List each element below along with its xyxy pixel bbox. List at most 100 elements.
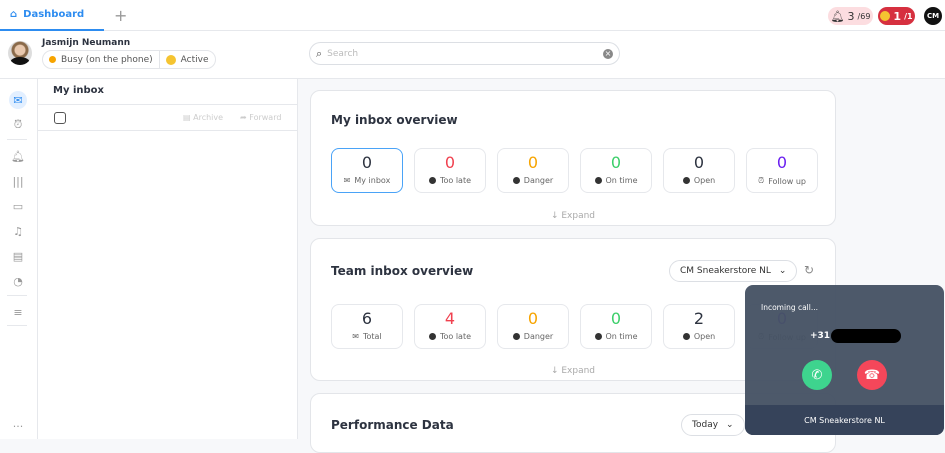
stat-open[interactable]: 0 Open <box>663 148 735 193</box>
clock-icon <box>682 177 690 184</box>
stat-label: Total <box>363 332 382 341</box>
card-title: Team inbox overview <box>331 264 474 278</box>
stat-label-row: ⏰︎Follow up <box>747 176 817 186</box>
hang-up-icon: ☎ <box>863 367 881 383</box>
stat-label: Too late <box>439 332 472 341</box>
user-bar: Jasmijn Neumann Busy (on the phone) Acti… <box>0 31 945 79</box>
availability-status[interactable]: Active <box>160 54 215 65</box>
stat-value: 0 <box>610 309 622 328</box>
inbox-title: My inbox <box>38 79 297 105</box>
divider <box>7 139 27 140</box>
sidebar-bell-icon[interactable]: 🔔︎ <box>11 149 25 163</box>
stat-too-late[interactable]: 0 Too late <box>414 148 486 193</box>
stat-label: Too late <box>439 176 472 185</box>
sidebar-archive-icon[interactable]: ▤ <box>12 249 24 263</box>
sidebar: ✉ ⏰︎ 🔔︎ ||| ▭ ♫ ▤ ◔ ≡ ··· <box>0 79 38 439</box>
avatar[interactable] <box>8 41 32 65</box>
divider <box>7 325 27 326</box>
busy-dot-icon <box>49 56 56 63</box>
stat-follow-up[interactable]: 0 ⏰︎Follow up <box>746 148 818 193</box>
presence-status[interactable]: Busy (on the phone) <box>43 55 159 65</box>
stat-my-inbox[interactable]: 0 ✉ My inbox <box>331 148 403 193</box>
status-dot-icon <box>880 11 891 21</box>
sidebar-inbox-icon[interactable]: ✉ <box>9 91 27 109</box>
stat-open[interactable]: 2 Open <box>663 304 735 349</box>
stat-on-time[interactable]: 0 On time <box>580 148 652 193</box>
archive-button[interactable]: ▤ Archive <box>183 113 224 122</box>
search-input[interactable] <box>327 48 598 59</box>
stat-total[interactable]: 6 ✉ Total <box>331 304 403 349</box>
notifications-badge[interactable]: 🔔︎ 3/69 <box>828 7 873 25</box>
stat-label-row: ✉ My inbox <box>332 176 402 185</box>
stat-label-row: Too late <box>415 332 485 341</box>
stat-danger[interactable]: 0 Danger <box>497 148 569 193</box>
search-bar: ⌕ × <box>309 42 620 65</box>
inbox-icon: ✉ <box>343 176 351 185</box>
phone-icon: ✆ <box>811 367 823 383</box>
expand-button[interactable]: ↓ Expand <box>550 211 596 221</box>
status-selector[interactable]: Busy (on the phone) Active <box>42 50 216 69</box>
stat-value: 6 <box>361 309 373 328</box>
card-title: My inbox overview <box>331 113 458 127</box>
inbox-toolbar: ▤ Archive ➦ Forward <box>38 105 297 131</box>
search-icon: ⌕ <box>316 46 323 60</box>
inbox-icon: ✉ <box>352 332 359 341</box>
incoming-call-popup: Incoming call... +31 ✆ ☎ CM Sneakerstore… <box>745 285 944 435</box>
calls-badge[interactable]: 1/1 <box>878 7 915 25</box>
team-select-dropdown[interactable]: CM Sneakerstore NL ⌄ <box>669 260 798 282</box>
top-bar: ⌂ Dashboard + 🔔︎ 3/69 1/1 CM <box>0 0 945 31</box>
clear-search-icon[interactable]: × <box>603 48 613 59</box>
decline-call-button[interactable]: ☎ <box>857 360 887 390</box>
stat-label: Open <box>693 176 716 185</box>
period-dropdown[interactable]: Today ⌄ <box>681 414 745 436</box>
sidebar-alarm-icon[interactable]: ⏰︎ <box>13 118 23 131</box>
tab-label: Dashboard <box>23 9 85 20</box>
clock-icon <box>682 333 690 340</box>
chevron-down-icon: ⌄ <box>726 420 734 430</box>
call-title: Incoming call... <box>761 303 819 312</box>
sidebar-more-icon[interactable]: ··· <box>12 419 24 433</box>
stat-value: 0 <box>776 153 788 172</box>
accept-call-button[interactable]: ✆ <box>802 360 832 390</box>
sidebar-team-inbox-icon[interactable]: ▭ <box>12 199 24 213</box>
select-all-checkbox[interactable] <box>54 112 66 124</box>
redacted-number <box>831 329 902 343</box>
clock-icon <box>594 333 602 340</box>
divider <box>7 295 27 296</box>
active-dot-icon <box>165 54 176 65</box>
stat-value: 0 <box>361 153 373 172</box>
sidebar-voice-icon[interactable]: ||| <box>12 174 24 188</box>
stat-label: Follow up <box>768 176 807 186</box>
stat-value: 0 <box>527 309 539 328</box>
stat-danger[interactable]: 0 Danger <box>497 304 569 349</box>
stat-label: My inbox <box>354 176 391 185</box>
stat-label-row: Too late <box>415 176 485 185</box>
expand-button[interactable]: ↓ Expand <box>550 366 596 376</box>
clock-icon <box>428 333 436 340</box>
tab-dashboard[interactable]: ⌂ Dashboard <box>0 0 104 31</box>
brand-logo[interactable]: CM <box>924 7 942 25</box>
stat-label: On time <box>605 176 638 185</box>
card-title: Performance Data <box>331 418 454 432</box>
inbox-panel: My inbox ▤ Archive ➦ Forward <box>38 79 298 439</box>
forward-button[interactable]: ➦ Forward <box>240 113 282 122</box>
sidebar-snooze-icon[interactable]: ♫ <box>13 224 23 238</box>
home-icon: ⌂ <box>10 9 18 20</box>
call-queue: CM Sneakerstore NL <box>745 405 944 435</box>
clock-icon <box>512 333 520 340</box>
new-tab-button[interactable]: + <box>114 6 128 25</box>
stat-label: On time <box>605 332 638 341</box>
stat-label-row: Danger <box>498 332 568 341</box>
caller-number: +31 <box>810 329 902 343</box>
sidebar-chat-icon[interactable]: ◔ <box>13 274 23 288</box>
stat-label-row: ✉ Total <box>332 332 402 341</box>
sidebar-filter-icon[interactable]: ≡ <box>13 305 23 319</box>
stat-too-late[interactable]: 4 Too late <box>414 304 486 349</box>
stat-label-row: Open <box>664 176 734 185</box>
refresh-icon[interactable]: ↻ <box>804 263 815 277</box>
stat-on-time[interactable]: 0 On time <box>580 304 652 349</box>
user-name: Jasmijn Neumann <box>42 38 131 48</box>
stat-value: 0 <box>444 153 456 172</box>
clock-icon <box>428 177 436 184</box>
divider <box>158 50 160 69</box>
